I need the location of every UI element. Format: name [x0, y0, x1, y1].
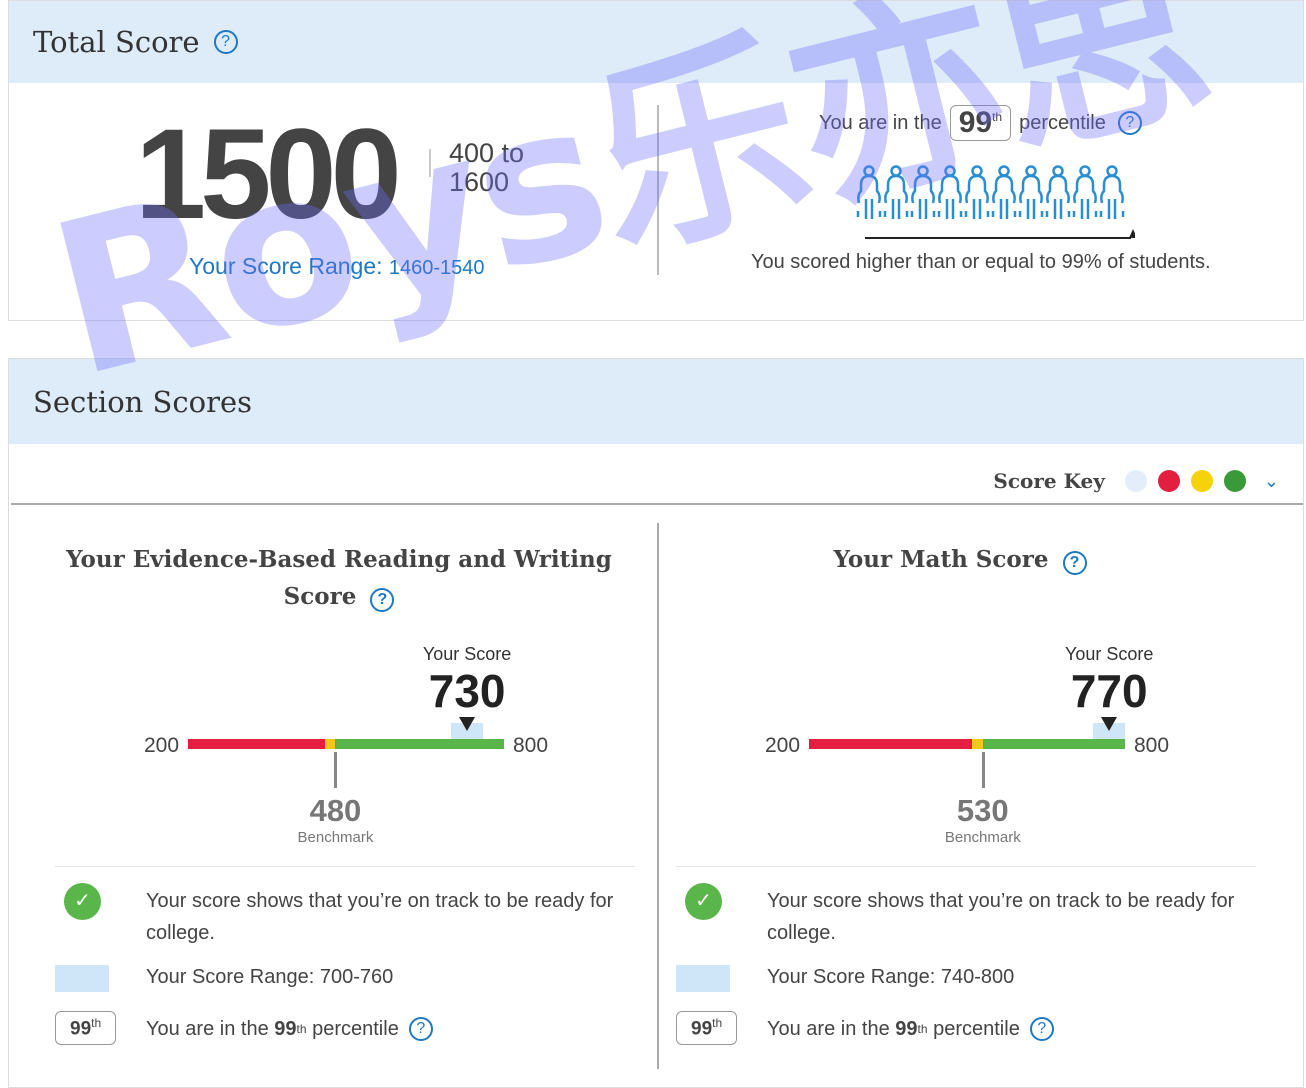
scale-high: 1600: [449, 167, 510, 197]
bar-green: [982, 739, 1125, 749]
divider: [676, 866, 1256, 867]
benchmark-label: Benchmark: [944, 829, 1021, 846]
status-text: Your score shows that you’re on track to…: [146, 890, 614, 944]
your-score-value: 730: [428, 665, 506, 717]
score-marker-icon: [1101, 717, 1118, 731]
help-icon[interactable]: ?: [408, 1017, 433, 1041]
score-key-dot: [1124, 470, 1147, 492]
bar-green: [335, 739, 504, 749]
score-range-text: Your Score Range: 700-760: [146, 966, 394, 988]
scale-max: 800: [513, 734, 549, 757]
score-range-value: 1460-1540: [388, 257, 485, 279]
divider: [11, 503, 1303, 505]
person-icon: [937, 165, 963, 219]
person-icon: [964, 165, 990, 219]
total-score-card: Total Score ? 1500 400 to 1600 Your Scor…: [8, 0, 1304, 321]
percentile-badge: 99th: [55, 1011, 117, 1046]
percentile-badge: 99th: [949, 105, 1012, 141]
scale-low: 400 to: [449, 138, 525, 168]
column-divider: [657, 105, 659, 275]
person-icon: [991, 165, 1017, 219]
scale-max: 800: [1134, 734, 1170, 757]
section-title: Your Evidence-Based Reading and Writing S…: [66, 546, 612, 612]
benchmark-label: Benchmark: [297, 829, 374, 846]
scale-min: 200: [144, 734, 180, 757]
your-score-label: Your Score: [1064, 644, 1154, 664]
benchmark-value: 480: [309, 793, 362, 828]
help-icon[interactable]: ?: [1117, 111, 1142, 135]
your-score-value: 770: [1070, 665, 1148, 717]
section-scores-header: Section Scores: [9, 359, 1303, 444]
total-score-header: Total Score ?: [9, 1, 1303, 83]
section-title: Your Math Score?: [670, 541, 1250, 578]
section-scores-title: Section Scores: [33, 384, 253, 419]
total-score-range: Your Score Range: 1460-1540: [189, 253, 485, 280]
person-icon: [1099, 165, 1125, 219]
score-key-label: Score Key: [993, 469, 1105, 493]
pct-prefix: You are in the: [819, 111, 942, 134]
person-icon: [1045, 165, 1071, 219]
score-marker-icon: [459, 717, 476, 731]
benchmark-tick: [334, 752, 338, 788]
bar-yellow: [324, 739, 336, 749]
total-score-value: 1500: [135, 103, 402, 246]
percentile-badge: 99th: [676, 1011, 738, 1046]
marker-icon: [1129, 229, 1135, 238]
score-range-swatch: [676, 965, 730, 992]
chevron-down-icon[interactable]: ⌄: [1263, 470, 1279, 491]
person-icon: [1018, 165, 1044, 219]
help-icon[interactable]: ?: [213, 30, 238, 54]
bar-yellow: [972, 739, 983, 749]
benchmark-tick: [981, 752, 985, 788]
score-range-swatch: [55, 965, 109, 992]
person-icon: [856, 165, 882, 219]
bar-red: [188, 739, 325, 749]
column-divider: [657, 523, 659, 1069]
score-key-dot: [1223, 470, 1246, 492]
person-icon: [910, 165, 936, 219]
help-icon[interactable]: ?: [1062, 550, 1087, 575]
divider: [55, 866, 635, 867]
person-icon: [1072, 165, 1098, 219]
help-icon[interactable]: ?: [370, 587, 395, 612]
score-key-dot: [1157, 470, 1180, 492]
score-key-dot: [1190, 470, 1213, 492]
bar-red: [809, 739, 973, 749]
section-scores-card: Section Scores Score Key ⌄ Your Evidence…: [8, 358, 1304, 1088]
person-icon: [883, 165, 909, 219]
score-range-text: Your Score Range: 740-800: [767, 966, 1015, 988]
score-scale: 400 to 1600: [449, 139, 524, 197]
divider: [429, 149, 431, 177]
help-icon[interactable]: ?: [1029, 1017, 1054, 1041]
score-range-label: Your Score Range:: [189, 253, 383, 279]
your-score-label: Your Score: [422, 644, 512, 664]
check-icon: ✓: [64, 883, 101, 920]
pct-word: percentile: [1019, 111, 1106, 134]
check-icon: ✓: [685, 883, 722, 920]
benchmark-value: 530: [956, 793, 1009, 828]
score-key[interactable]: Score Key ⌄: [993, 469, 1279, 493]
percentile-line: You are in the 99th percentile ?: [819, 105, 1142, 141]
scale-min: 200: [765, 734, 801, 757]
people-graphic: [856, 165, 1135, 239]
total-score-title: Total Score: [33, 25, 200, 59]
percentile-statement: You scored higher than or equal to 99% o…: [751, 251, 1211, 273]
status-text: Your score shows that you’re on track to…: [767, 890, 1235, 944]
